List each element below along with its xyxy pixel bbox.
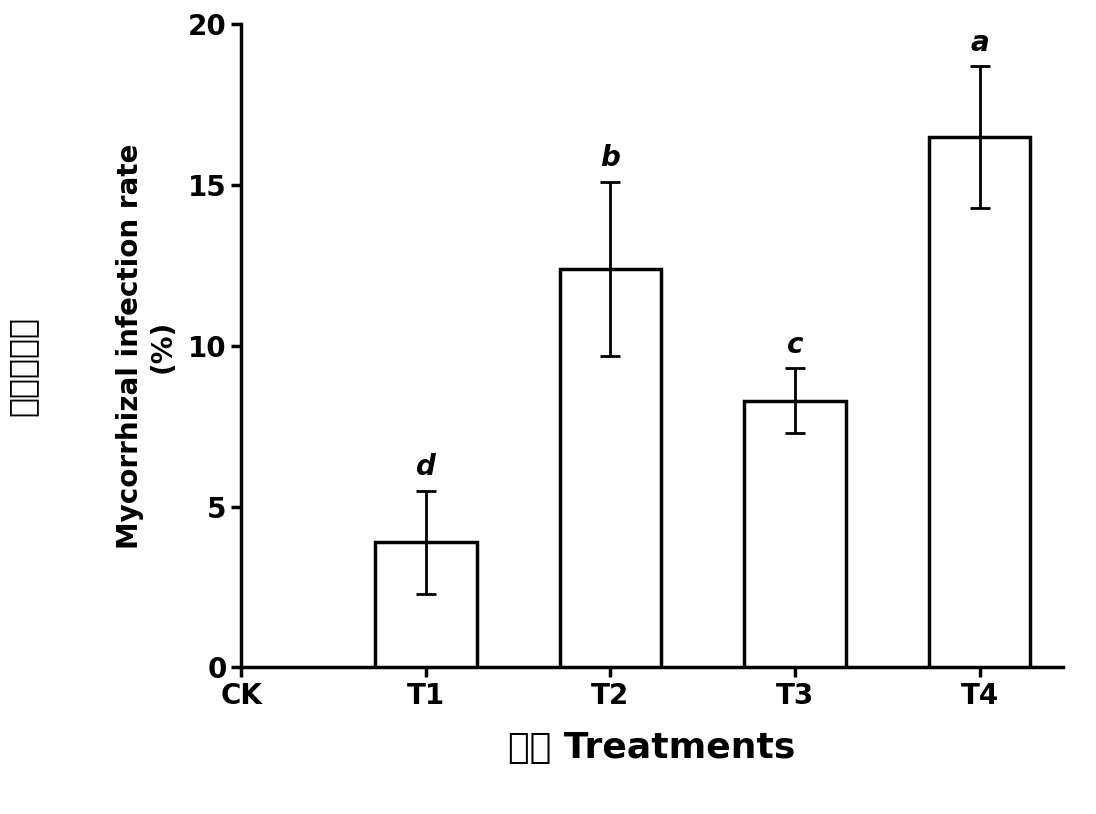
- Bar: [928, 137, 1030, 667]
- Bar: [375, 542, 477, 667]
- Y-axis label: Mycorrhizal infection rate
(%): Mycorrhizal infection rate (%): [116, 143, 176, 549]
- Bar: [744, 400, 846, 667]
- Text: c: c: [787, 330, 803, 359]
- Text: a: a: [970, 28, 989, 57]
- Text: b: b: [601, 144, 620, 173]
- Bar: [560, 269, 661, 667]
- Text: d: d: [415, 453, 436, 481]
- X-axis label: 处理 Treatments: 处理 Treatments: [509, 731, 796, 765]
- Text: 菌根侵染率: 菌根侵染率: [5, 317, 38, 416]
